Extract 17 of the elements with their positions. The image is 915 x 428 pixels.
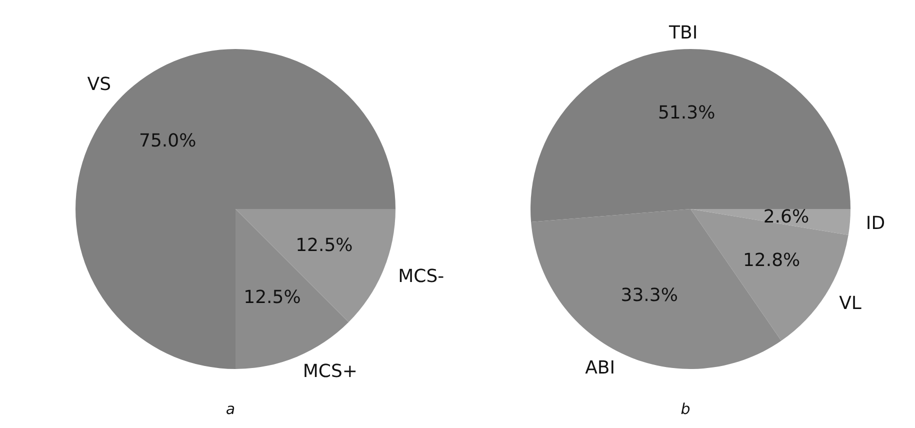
data-label: 75.0%	[139, 130, 196, 152]
data-label: 12.5%	[296, 235, 353, 256]
data-label: 2.6%	[763, 206, 810, 228]
slice-label: TBI	[668, 22, 698, 44]
slice-label: VL	[839, 292, 862, 314]
text: a	[224, 400, 236, 418]
slice-label: ABI	[585, 358, 616, 379]
data-label: 12.5%	[244, 287, 301, 308]
slice-label: MCS-	[398, 266, 444, 287]
text: b	[680, 400, 692, 418]
data-label: 51.3%	[658, 102, 716, 124]
slice-label: ID	[866, 212, 886, 234]
pie-slice	[236, 209, 396, 322]
data-label: 12.8%	[742, 250, 800, 271]
slice-label: VS	[87, 74, 112, 96]
slice-label: MCS+	[302, 361, 358, 382]
data-label: 33.3%	[620, 285, 678, 306]
